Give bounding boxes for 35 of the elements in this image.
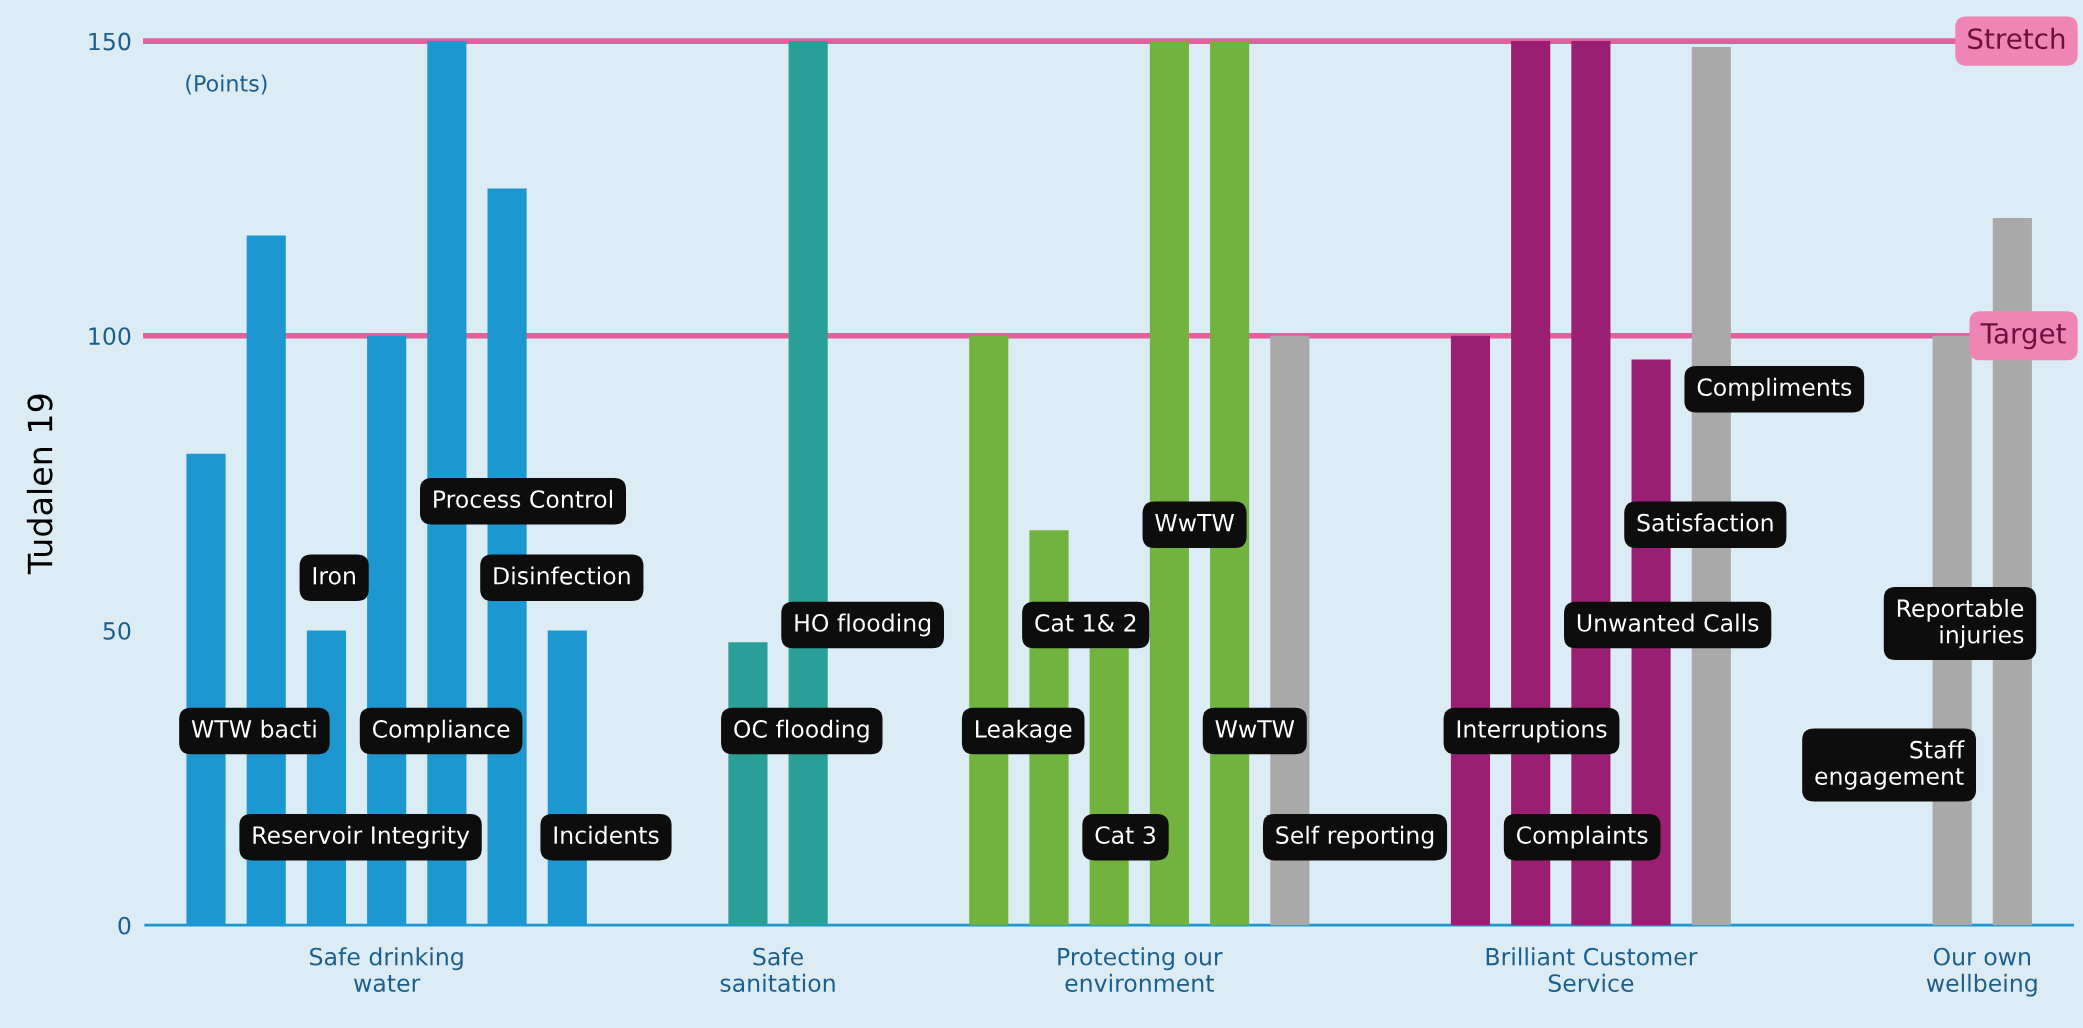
- y-tick-label: 150: [89, 32, 131, 51]
- annotation: Satisfaction: [1637, 513, 1773, 532]
- annotation: Unwanted Calls: [1577, 613, 1759, 632]
- text: Safe sanitation: [720, 947, 835, 993]
- annotation: HO flooding: [795, 613, 931, 637]
- annotation: (Points): [186, 74, 267, 95]
- annotation: Reservoir Integrity: [253, 825, 470, 849]
- annotation: WwTW: [1155, 514, 1235, 532]
- annotation: Cat 1& 2: [1035, 613, 1136, 632]
- text: Safe drinking water: [310, 947, 463, 993]
- annotation: WwTW: [1215, 720, 1295, 738]
- annotation: Staff engagement: [1815, 740, 1965, 790]
- annotation: Complaints: [1516, 825, 1648, 849]
- y-tick-label: 0: [118, 916, 131, 935]
- text: Our own wellbeing: [1926, 947, 2037, 997]
- y-tick-label: 50: [103, 621, 131, 640]
- annotation: Reportable injuries: [1897, 598, 2024, 649]
- y-tick-label: 100: [89, 327, 131, 346]
- annotation: WTW bacti: [191, 719, 316, 738]
- annotation: Compliance: [372, 719, 510, 743]
- text: Brilliant Customer Service: [1486, 947, 1698, 993]
- annotation: Self reporting: [1276, 825, 1434, 849]
- y-axis-title: Tudalen 19: [26, 394, 53, 575]
- annotation: Interruptions: [1457, 719, 1607, 743]
- text: Protecting our environment: [1058, 947, 1223, 993]
- annotation: Incidents: [554, 825, 659, 845]
- annotation: Leakage: [976, 719, 1072, 743]
- ref-line-label: Stretch: [1968, 27, 2065, 50]
- annotation: OC flooding: [734, 719, 869, 743]
- annotation: Process Control: [434, 489, 612, 509]
- annotation: Compliments: [1697, 377, 1852, 401]
- annotation: Cat 3: [1095, 826, 1155, 845]
- ref-line-label: Target: [1980, 323, 2066, 350]
- annotation: Disinfection: [494, 566, 630, 585]
- annotation: Iron: [313, 567, 355, 585]
